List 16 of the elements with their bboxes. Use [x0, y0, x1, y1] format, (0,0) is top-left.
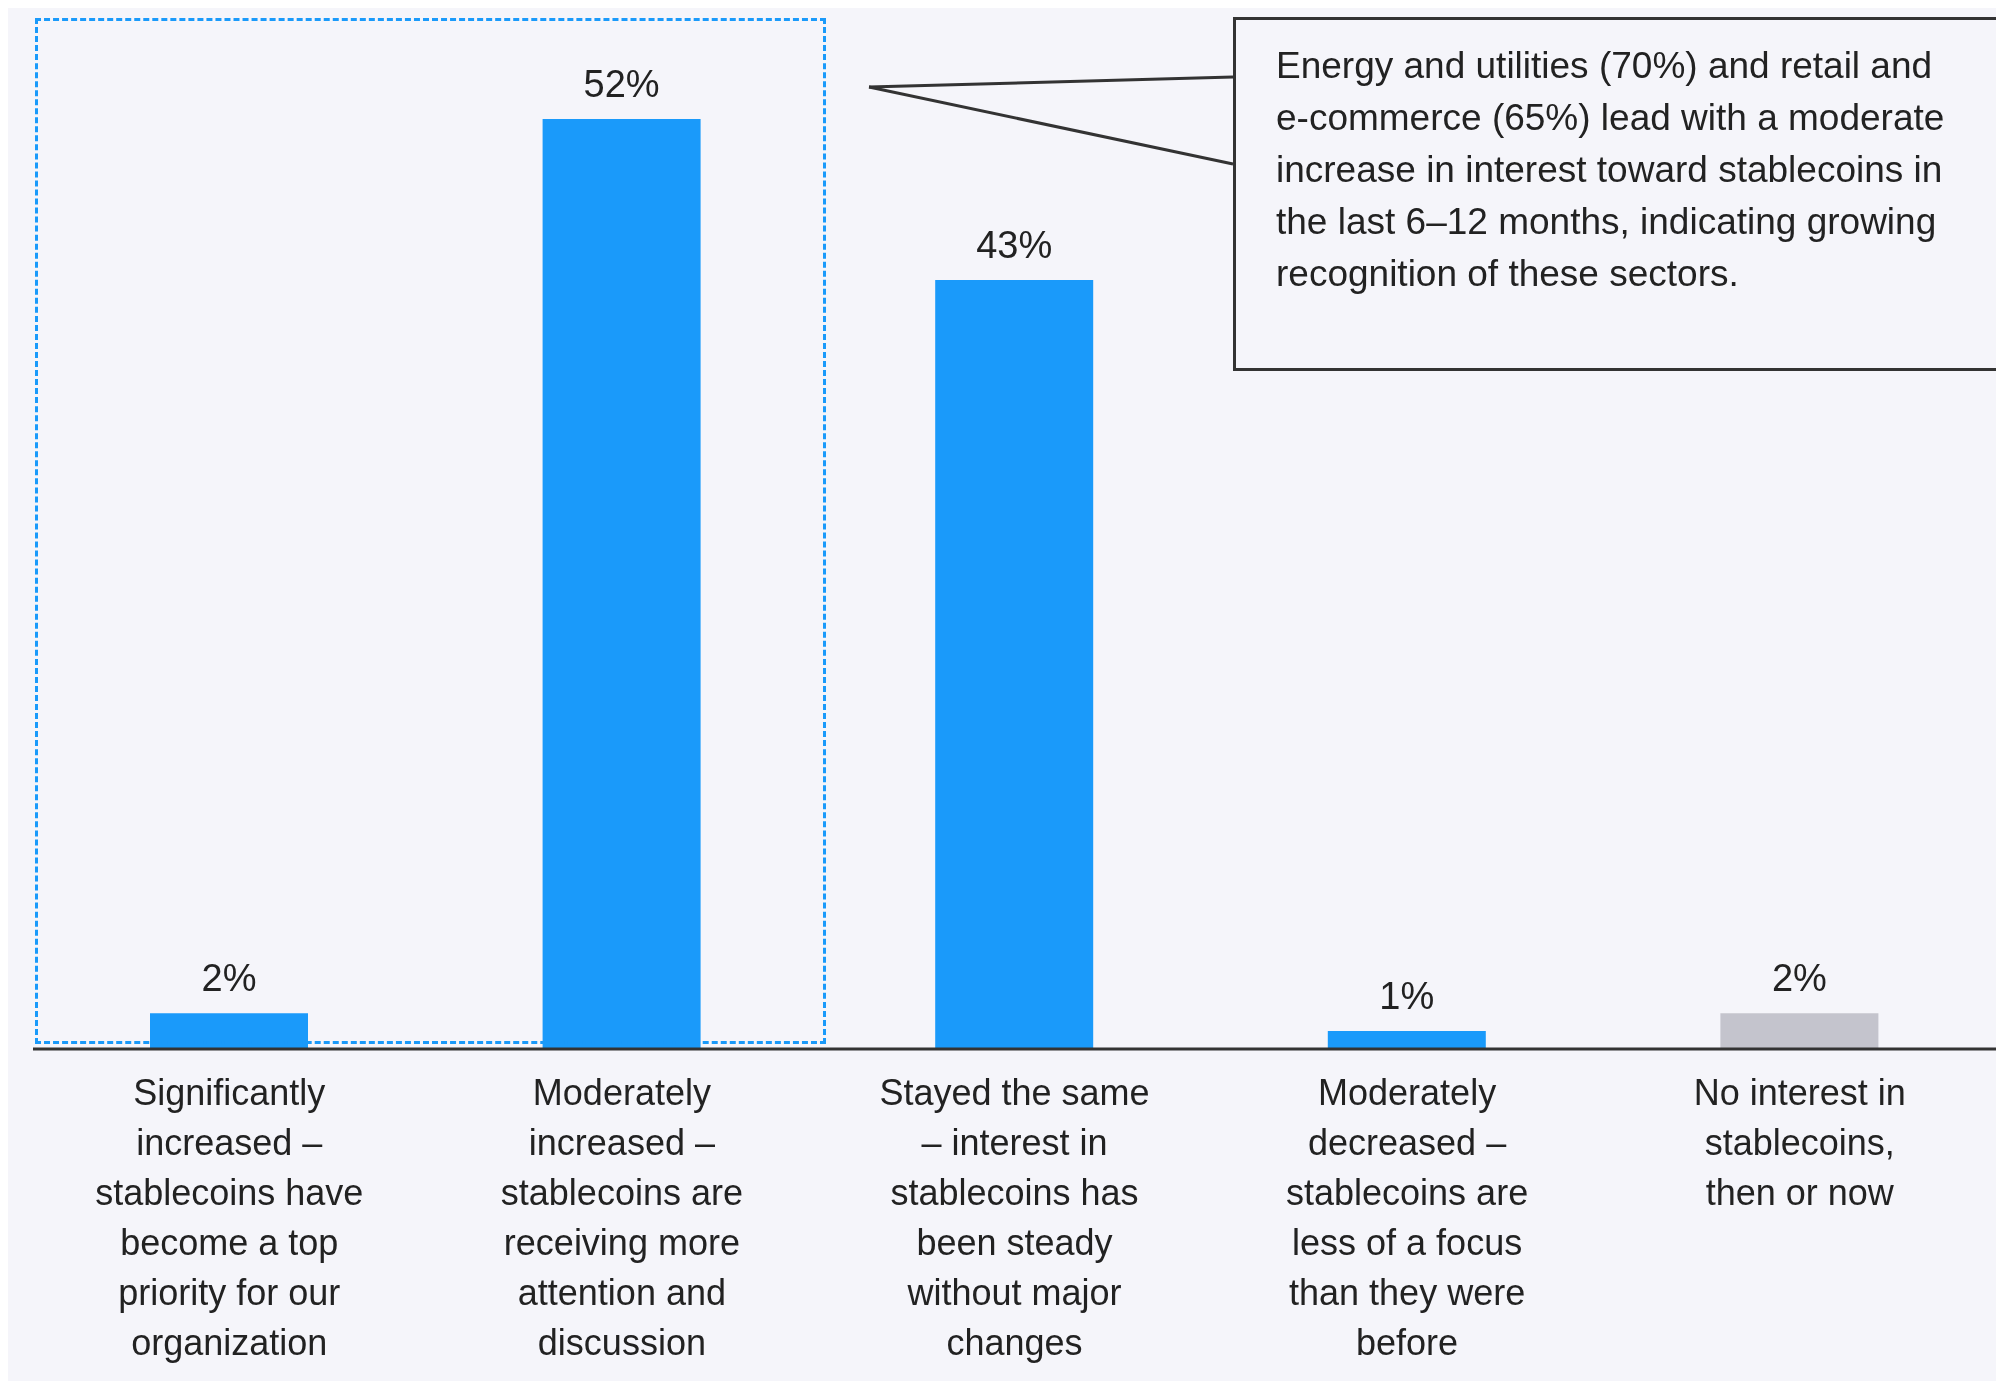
- data-label: 2%: [1771, 957, 1827, 1000]
- data-label: 43%: [976, 223, 1053, 266]
- bar: [1327, 1031, 1486, 1049]
- x-tick-label: Significantly increased – stablecoins have become a top priority for our organization: [95, 1072, 364, 1363]
- annotation: Energy and utilities (70%) and retail and e-commerce (65%) lead with a moderate increase in interest toward stablecoins in the last 6–12 months, indicating growing recognition of these sectors.: [1276, 44, 1946, 296]
- bar: [150, 1013, 308, 1049]
- x-tick-label: Moderately increased – stablecoins are receiving more attention and discussion: [500, 1072, 743, 1363]
- x-tick-label: Stayed the same – interest in stablecoins has been steady without major changes: [879, 1072, 1150, 1363]
- bar: [542, 119, 701, 1049]
- bar: [935, 279, 1094, 1049]
- data-label: 1%: [1379, 975, 1435, 1018]
- bar: [1720, 1013, 1879, 1049]
- x-tick-label: Moderately decreased – stablecoins are less of a focus than they were before: [1286, 1072, 1529, 1363]
- data-label: 52%: [583, 63, 660, 105]
- data-label: 2%: [201, 957, 257, 1000]
- x-tick-label: No interest in stablecoins, then or now: [1693, 1072, 1906, 1213]
